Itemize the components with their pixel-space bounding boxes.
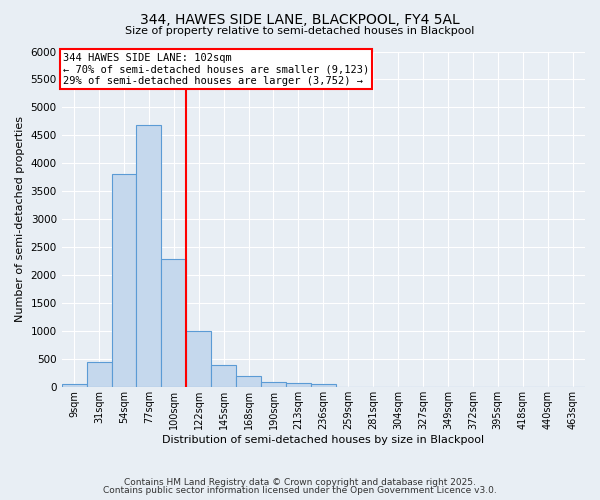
Text: Contains public sector information licensed under the Open Government Licence v3: Contains public sector information licen… bbox=[103, 486, 497, 495]
Text: Size of property relative to semi-detached houses in Blackpool: Size of property relative to semi-detach… bbox=[125, 26, 475, 36]
Bar bbox=[286, 383, 311, 388]
Bar bbox=[311, 384, 336, 388]
Bar bbox=[261, 382, 286, 388]
Y-axis label: Number of semi-detached properties: Number of semi-detached properties bbox=[15, 116, 25, 322]
Text: 344, HAWES SIDE LANE, BLACKPOOL, FY4 5AL: 344, HAWES SIDE LANE, BLACKPOOL, FY4 5AL bbox=[140, 12, 460, 26]
Bar bbox=[161, 258, 186, 388]
Bar bbox=[336, 386, 361, 388]
Bar bbox=[236, 376, 261, 388]
Bar bbox=[211, 365, 236, 388]
Bar bbox=[86, 362, 112, 388]
Text: Contains HM Land Registry data © Crown copyright and database right 2025.: Contains HM Land Registry data © Crown c… bbox=[124, 478, 476, 487]
Text: 344 HAWES SIDE LANE: 102sqm
← 70% of semi-detached houses are smaller (9,123)
29: 344 HAWES SIDE LANE: 102sqm ← 70% of sem… bbox=[63, 52, 369, 86]
Bar bbox=[62, 384, 86, 388]
Bar bbox=[186, 331, 211, 388]
X-axis label: Distribution of semi-detached houses by size in Blackpool: Distribution of semi-detached houses by … bbox=[162, 435, 484, 445]
Bar bbox=[112, 174, 136, 388]
Bar bbox=[136, 126, 161, 388]
